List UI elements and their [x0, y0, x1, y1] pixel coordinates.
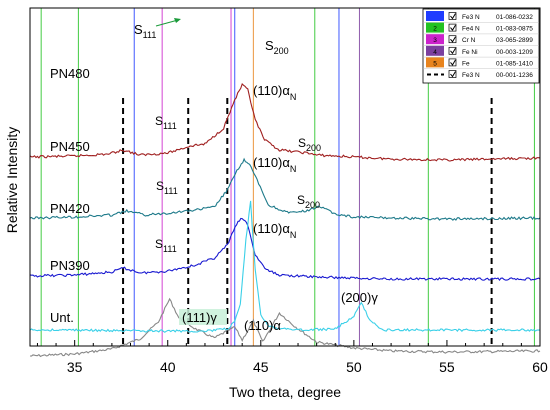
legend-check-icon-0 — [450, 13, 456, 20]
s111-pointer-arrowhead — [174, 18, 181, 23]
series-layer — [29, 83, 541, 358]
legend-swatch-0 — [426, 11, 444, 21]
annotation-s111-pn420: S111 — [156, 179, 178, 196]
legend-check-icon-5 — [450, 71, 456, 78]
legend-number-3: 4 — [433, 49, 437, 56]
legend-checkbox-1[interactable] — [448, 23, 457, 32]
series-line-pn480 — [29, 297, 541, 358]
legend-code-2: 03-065-2899 — [496, 37, 533, 44]
x-axis-ticks: 35 40 45 50 55 60 — [36, 340, 548, 375]
plot-frame — [29, 7, 541, 347]
annotation-alpha-n-pn420: (110)αN — [253, 155, 296, 174]
legend-code-5: 00-001-1236 — [496, 72, 533, 79]
legend-checkbox-4[interactable] — [448, 58, 457, 67]
legend-swatch-2 — [426, 34, 444, 45]
x-tick-label-55: 55 — [439, 359, 455, 375]
legend-check-icon-2 — [450, 36, 456, 43]
gamma111-highlight — [179, 309, 227, 325]
legend-name-1: Fe4 N — [462, 26, 480, 33]
annotation-gamma200: (200)γ — [341, 290, 378, 305]
s111-pointer-line — [155, 19, 179, 27]
sample-label-pn390: PN390 — [50, 258, 90, 273]
annotation-s111-pn450: S111 — [155, 114, 177, 131]
x-axis-title: Two theta, degree — [229, 384, 341, 400]
reference-lines — [40, 8, 535, 346]
legend-checkbox-3[interactable] — [448, 46, 457, 55]
legend-name-0: Fe3 N — [462, 14, 480, 21]
annotation-s111-pn480: S111 — [134, 22, 156, 40]
legend-code-4: 01-085-1410 — [496, 60, 533, 67]
annotation-gamma111: (111)γ — [182, 310, 217, 325]
legend-number-4: 5 — [433, 60, 437, 67]
legend-check-icon-1 — [450, 24, 456, 31]
x-tick-label-40: 40 — [160, 359, 176, 375]
legend-code-3: 00-003-1209 — [496, 49, 533, 56]
legend-name-3: Fe Ni — [462, 49, 478, 56]
x-tick-label-35: 35 — [67, 359, 83, 375]
legend-name-5: Fe3 N — [462, 72, 480, 79]
legend-swatch-4 — [426, 57, 444, 68]
legend-number-2: 3 — [433, 37, 437, 44]
annotation-alpha-n-pn390: (110)αN — [253, 221, 296, 240]
legend-check-icon-4 — [450, 59, 456, 66]
annotation-s200-pn450: S200 — [298, 136, 321, 153]
legend-checkbox-5[interactable] — [448, 70, 457, 78]
annotation-s200-pn480: S200 — [265, 38, 289, 56]
series-line-pn420 — [29, 157, 541, 221]
annotation-s111-pn390: S111 — [155, 237, 177, 254]
legend-number-1: 2 — [433, 26, 437, 33]
series-line-pn390 — [29, 217, 541, 282]
y-axis-title: Relative Intensity — [4, 127, 20, 234]
x-tick-label-50: 50 — [346, 359, 362, 375]
legend-checkbox-2[interactable] — [448, 35, 457, 44]
sample-label-unt: Unt. — [50, 310, 74, 325]
legend-check-icon-3 — [450, 48, 456, 55]
sample-label-pn420: PN420 — [50, 201, 90, 216]
x-tick-label-45: 45 — [253, 359, 269, 375]
legend-checkbox-0[interactable] — [448, 12, 457, 20]
annotation-alpha110: (110)α — [244, 318, 281, 333]
legend-code-1: 01-083-0875 — [496, 26, 533, 33]
annotation-s200-pn420: S200 — [297, 193, 320, 210]
series-line-pn450 — [29, 83, 541, 162]
annotation-alpha-n-pn450: (110)αN — [253, 83, 296, 102]
legend: Fe3 N 01-086-0232 2 Fe4 N 01-083-0875 3 Cr N 03… — [422, 8, 540, 84]
legend-code-0: 01-086-0232 — [496, 14, 533, 21]
legend-swatch-1 — [426, 22, 444, 33]
x-tick-label-60: 60 — [532, 359, 548, 375]
sample-label-pn450: PN450 — [50, 139, 90, 154]
dashed-reference-lines — [122, 98, 493, 346]
sample-label-pn480: PN480 — [50, 66, 90, 81]
legend-name-4: Fe — [462, 60, 470, 67]
series-line-unt — [29, 200, 541, 333]
legend-name-2: Cr N — [462, 37, 476, 44]
legend-swatch-3 — [426, 45, 444, 56]
